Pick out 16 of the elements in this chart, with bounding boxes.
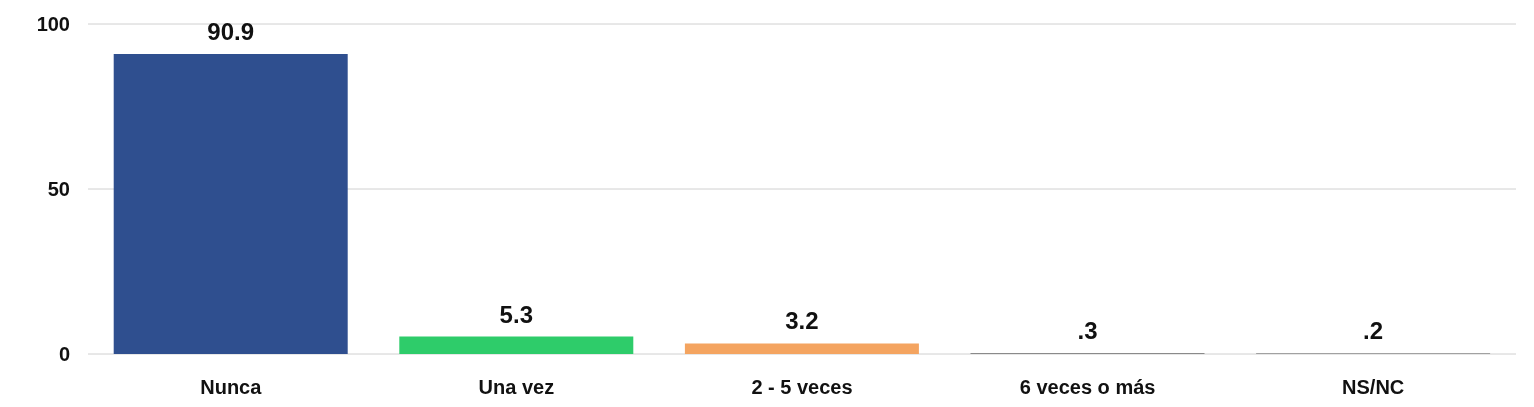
data-label: .2: [1363, 317, 1384, 345]
bar: [684, 343, 919, 354]
y-tick-label: 0: [58, 343, 70, 366]
x-tick-label: 2 - 5 veces: [751, 376, 853, 399]
data-label: 5.3: [499, 300, 533, 328]
data-label: .3: [1077, 317, 1098, 345]
x-tick-label: Una vez: [478, 376, 555, 399]
data-label: 3.2: [785, 307, 819, 335]
y-tick-label: 100: [36, 13, 70, 36]
y-tick-label: 50: [47, 178, 70, 201]
bar: [113, 54, 348, 354]
bar: [399, 336, 634, 354]
data-label: 90.9: [207, 18, 255, 46]
x-tick-label: NS/NC: [1342, 376, 1405, 399]
x-tick-label: Nunca: [200, 376, 263, 399]
x-tick-label: 6 veces o más: [1019, 376, 1156, 399]
